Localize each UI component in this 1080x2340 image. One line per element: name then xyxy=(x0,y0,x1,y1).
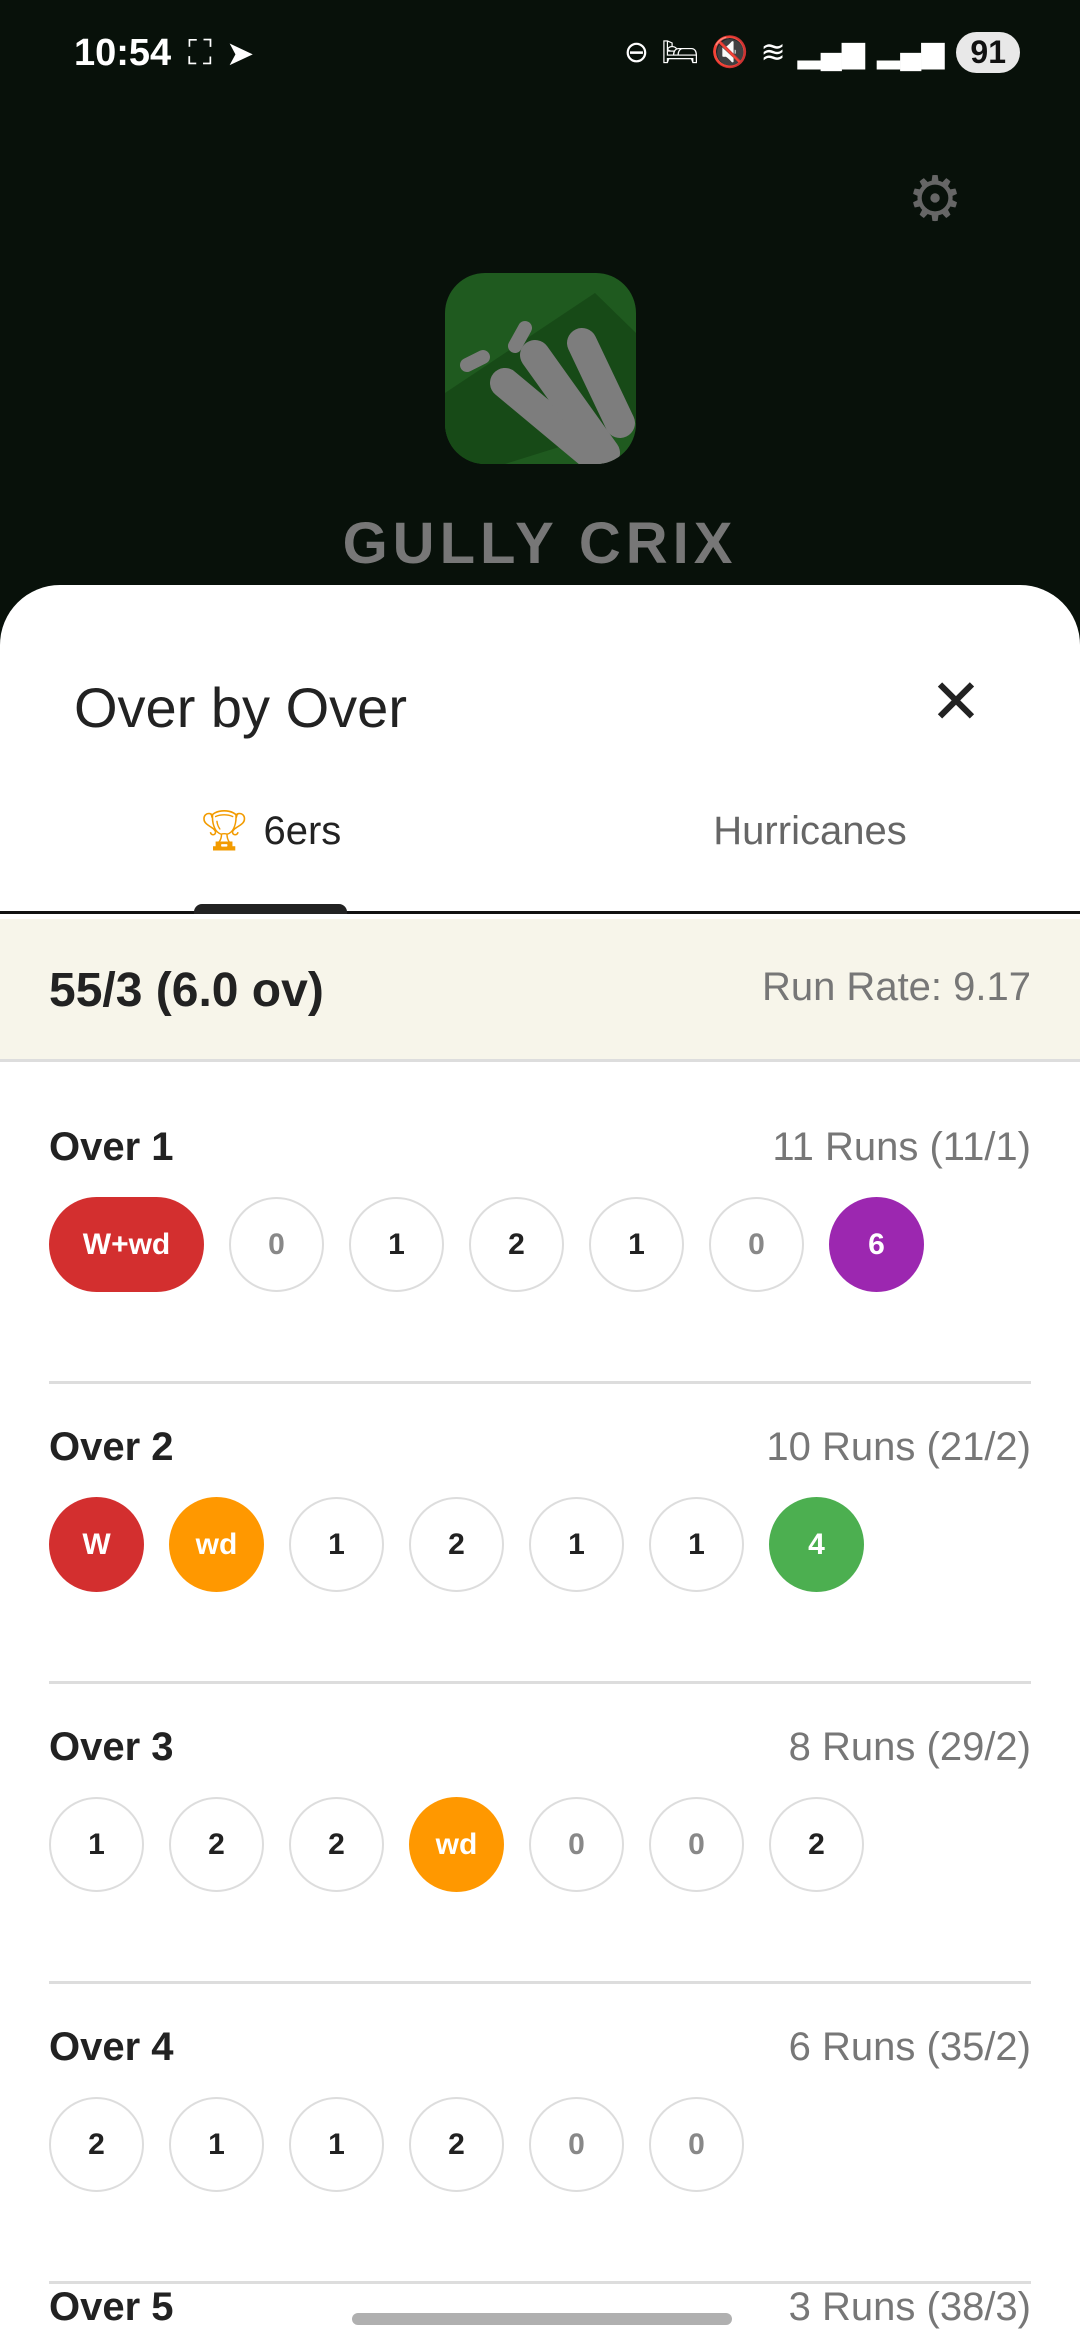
ball-chip: 1 xyxy=(649,1497,744,1592)
ball-chip: W xyxy=(49,1497,144,1592)
sheet-title: Over by Over xyxy=(74,676,407,739)
ball-chip: 0 xyxy=(229,1197,324,1292)
over-label: Over 3 xyxy=(49,1725,174,1769)
ball-chip: 0 xyxy=(529,1797,624,1892)
ball-chip: 0 xyxy=(649,2097,744,2192)
ball-chip: 1 xyxy=(289,2097,384,2192)
innings-summary: 55/3 (6.0 ov) Run Rate: 9.17 xyxy=(0,919,1080,1062)
signal-icon: ▂▄▆ xyxy=(797,36,865,69)
ball-chip: 1 xyxy=(589,1197,684,1292)
ball-chip: wd xyxy=(409,1797,504,1892)
ball-chip: wd xyxy=(169,1497,264,1592)
trophy-icon: 🏆︎ xyxy=(198,809,250,853)
app-brand: GULLY CRIX xyxy=(342,511,738,576)
ball-chip: 2 xyxy=(769,1797,864,1892)
divider xyxy=(49,1981,1031,1984)
over-label: Over 1 xyxy=(49,1125,174,1169)
over-runs: 3 Runs (38/3) xyxy=(788,2285,1031,2329)
ball-chip: 2 xyxy=(469,1197,564,1292)
ball-list: 1 2 2 wd 0 0 2 xyxy=(49,1797,864,1892)
ball-chip: 1 xyxy=(49,1797,144,1892)
ball-chip: W+wd xyxy=(49,1197,204,1292)
team-tabs: 🏆︎ 6ers Hurricanes xyxy=(0,800,1080,914)
ball-chip: 2 xyxy=(289,1797,384,1892)
over-runs: 11 Runs (11/1) xyxy=(772,1125,1031,1169)
active-tab-indicator xyxy=(194,904,347,914)
ball-chip: 0 xyxy=(529,2097,624,2192)
ball-list: W+wd 0 1 2 1 0 6 xyxy=(49,1197,924,1292)
divider xyxy=(49,1381,1031,1384)
dnd-icon: ⊖ xyxy=(623,36,649,69)
over-runs: 10 Runs (21/2) xyxy=(766,1425,1031,1469)
over-label: Over 4 xyxy=(49,2025,174,2069)
ball-chip: 1 xyxy=(529,1497,624,1592)
status-bar: 10:54 ⛶ ➤ ⊖ 🛏 🔇 ≋ ▂▄▆ ▂▄▆ 91 xyxy=(0,0,1080,110)
sleep-icon: 🛏 xyxy=(661,36,700,69)
tab-hurricanes[interactable]: Hurricanes xyxy=(540,800,1080,862)
over-label: Over 5 xyxy=(49,2285,174,2329)
close-icon[interactable]: ✕ xyxy=(930,668,982,737)
ball-chip: 1 xyxy=(349,1197,444,1292)
clock: 10:54 xyxy=(74,32,172,74)
over-runs: 6 Runs (35/2) xyxy=(788,2025,1031,2069)
mute-icon: 🔇 xyxy=(711,36,749,69)
app-logo xyxy=(445,273,636,464)
telegram-icon: ➤ xyxy=(225,35,255,73)
ball-chip: 2 xyxy=(409,1497,504,1592)
tab-label: Hurricanes xyxy=(713,809,907,853)
divider xyxy=(49,2281,1031,2284)
tab-label: 6ers xyxy=(263,809,342,853)
over-runs: 8 Runs (29/2) xyxy=(788,1725,1031,1769)
over-row: Over 5 3 Runs (38/3) xyxy=(49,2285,1031,2331)
battery-indicator: 91 xyxy=(956,32,1020,73)
over-row: Over 1 11 Runs (11/1) W+wd 0 1 2 1 0 6 xyxy=(49,1125,1031,1385)
ball-chip: 1 xyxy=(289,1497,384,1592)
ball-chip: 2 xyxy=(409,2097,504,2192)
home-gesture-bar[interactable] xyxy=(352,2313,732,2325)
wifi-icon: ≋ xyxy=(760,36,786,69)
divider xyxy=(49,1681,1031,1684)
ball-chip: 6 xyxy=(829,1197,924,1292)
over-label: Over 2 xyxy=(49,1425,174,1469)
run-rate: Run Rate: 9.17 xyxy=(761,965,1031,1009)
screenshot-icon: ⛶ xyxy=(188,34,212,72)
ball-chip: 1 xyxy=(169,2097,264,2192)
over-by-over-sheet: Over by Over ✕ 🏆︎ 6ers Hurricanes 55/3 (6… xyxy=(0,585,1080,2340)
ball-chip: 2 xyxy=(49,2097,144,2192)
ball-chip: 4 xyxy=(769,1497,864,1592)
score: 55/3 (6.0 ov) xyxy=(49,964,324,1017)
ball-chip: 0 xyxy=(709,1197,804,1292)
gear-icon[interactable]: ⚙ xyxy=(907,165,963,234)
tab-6ers[interactable]: 🏆︎ 6ers xyxy=(0,800,540,862)
ball-chip: 2 xyxy=(169,1797,264,1892)
ball-chip: 0 xyxy=(649,1797,744,1892)
signal-icon-2: ▂▄▆ xyxy=(877,36,945,69)
